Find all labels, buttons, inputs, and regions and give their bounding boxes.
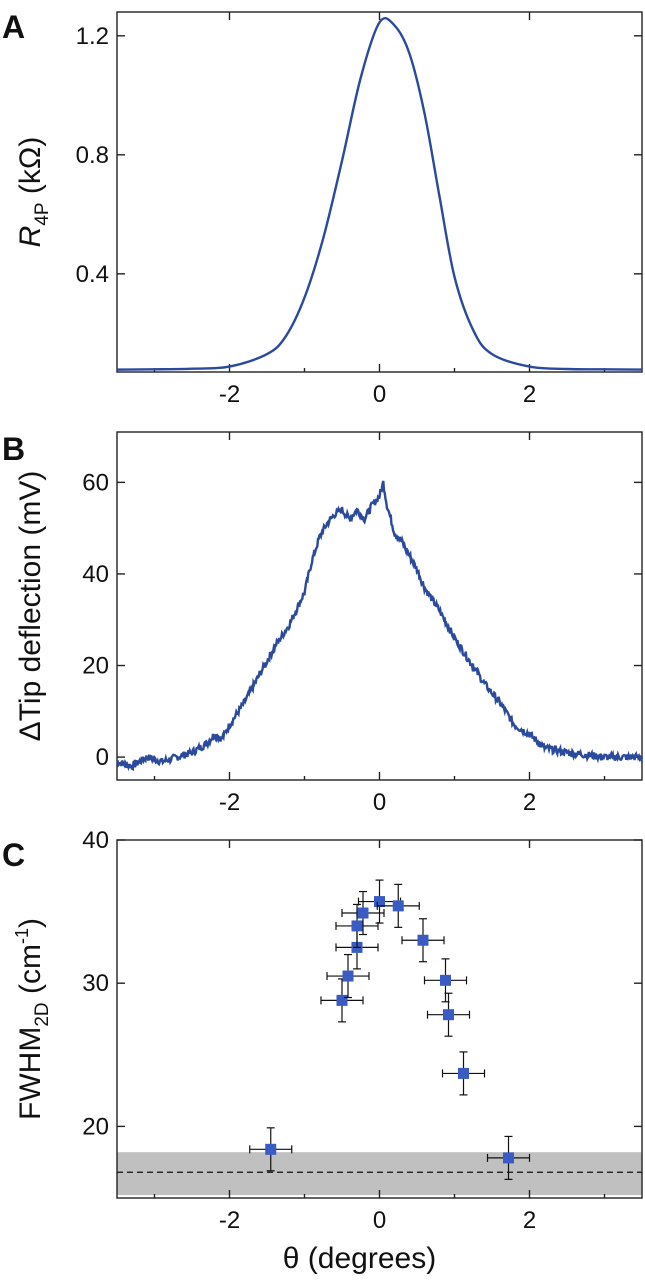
y-axis-label: ΔTip deflection (mV) (14, 471, 47, 742)
data-point (249, 1127, 293, 1172)
y-tick-label: 30 (82, 970, 109, 997)
y-label-sup: -1 (12, 928, 32, 944)
series-line (116, 16, 643, 371)
y-tick-label: 0.8 (76, 142, 109, 169)
y-tick-label: 0.4 (76, 261, 109, 288)
x-tick-label: 2 (523, 1207, 536, 1234)
square-marker (357, 907, 369, 919)
panel-label: A (2, 9, 25, 45)
square-marker (265, 1143, 277, 1155)
data-point (335, 903, 379, 949)
plot-frame (116, 431, 643, 781)
y-label-unit: (cm (14, 944, 47, 1002)
x-tick-label: 0 (373, 381, 386, 408)
y-tick-label: 20 (82, 1113, 109, 1140)
panel-label: B (2, 431, 25, 467)
y-label-sub: 2D (32, 1002, 53, 1026)
square-marker (342, 970, 354, 982)
square-marker (351, 920, 363, 932)
x-tick-label: -2 (219, 1207, 240, 1234)
y-label-main: FWHM (14, 1027, 47, 1120)
y-axis-label: FWHM2D (cm-1) (12, 918, 53, 1120)
y-tick-label: 40 (82, 827, 109, 854)
x-tick-label: -2 (219, 789, 240, 816)
square-marker (443, 1009, 454, 1021)
data-point (486, 1135, 531, 1180)
y-label-main: R (14, 226, 47, 248)
data-point (320, 978, 364, 1023)
data-point (426, 992, 471, 1037)
data-point (326, 953, 370, 999)
x-tick-label: 2 (523, 381, 536, 408)
y-tick-label: 60 (82, 469, 109, 496)
y-axis-label: R4P (kΩ) (14, 137, 53, 248)
square-marker (503, 1152, 514, 1164)
y-tick-label: 0 (96, 744, 109, 771)
square-marker (374, 896, 385, 908)
x-axis-label: θ (degrees) (283, 1242, 436, 1275)
square-marker (458, 1067, 469, 1079)
x-tick-label: 0 (373, 1207, 386, 1234)
panel-label: C (2, 837, 25, 873)
y-label-sub: 4P (32, 202, 53, 225)
data-point (441, 1051, 486, 1096)
x-tick-label: -2 (219, 381, 240, 408)
y-label-close: ) (14, 918, 47, 928)
data-point (376, 883, 420, 928)
data-point (341, 890, 385, 936)
square-marker (392, 900, 404, 912)
panel-A: A -2 0 2 0.4 0.8 1.2 R4P (kΩ) (2, 9, 643, 408)
x-tick-label: 0 (373, 789, 386, 816)
y-tick-label: 40 (82, 561, 109, 588)
data-point (401, 918, 445, 963)
y-tick-label: 20 (82, 653, 109, 680)
square-marker (440, 974, 451, 986)
data-point (423, 958, 468, 1003)
square-marker (417, 934, 429, 946)
plot-frame (116, 11, 643, 373)
square-marker (336, 994, 348, 1006)
panel-C: C -2 0 2 20 30 40 FWHM2D (cm-1) θ (degrees) (2, 827, 643, 1275)
y-tick-label: 1.2 (76, 23, 109, 50)
x-tick-label: 2 (523, 789, 536, 816)
series-line (116, 480, 644, 772)
y-label-unit: (kΩ) (14, 137, 47, 203)
reference-band (117, 1152, 642, 1196)
